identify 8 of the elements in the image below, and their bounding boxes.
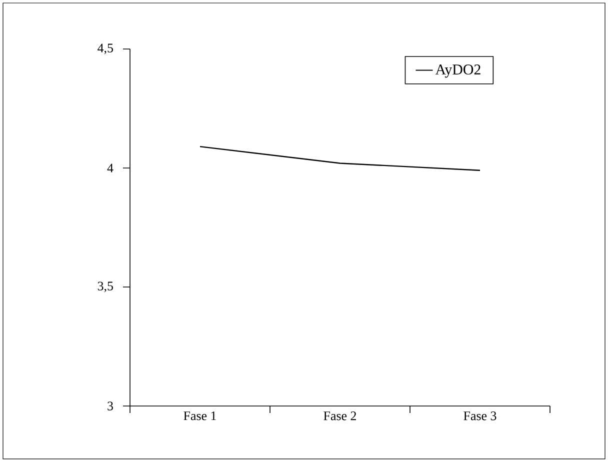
- y-tick-label: 3: [108, 402, 113, 410]
- y-tick-label: 3,5: [98, 282, 113, 292]
- x-tick-label: Fase 3: [464, 412, 496, 420]
- legend-label: AyDO2: [435, 64, 480, 78]
- y-tick-label: 4: [107, 164, 114, 172]
- x-tick-label: Fase 2: [324, 412, 356, 420]
- y-tick-label: 4,5: [98, 44, 113, 54]
- x-tick-label: Fase 1: [184, 412, 216, 420]
